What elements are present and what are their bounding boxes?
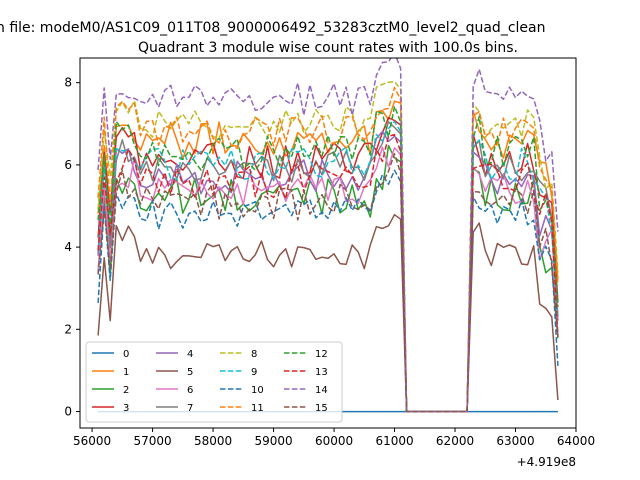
legend-label-13: 13 [315, 367, 328, 378]
x-tick-label: 62000 [436, 434, 474, 448]
x-tick-label: 63000 [496, 434, 534, 448]
legend-label-4: 4 [187, 349, 193, 360]
y-axis: 0 2 4 6 8 [64, 76, 80, 419]
series-line-15 [97, 153, 559, 413]
plot-frame [79, 57, 577, 429]
series-line-2 [97, 144, 559, 413]
y-tick-label: 8 [64, 76, 72, 90]
y-tick-label: 0 [64, 405, 72, 419]
y-tick-label: 4 [64, 240, 72, 254]
legend-label-2: 2 [123, 385, 129, 396]
series-line-5 [97, 213, 559, 413]
series-line-13 [97, 133, 559, 413]
x-axis: 56000 57000 58000 59000 60000 61000 62000 63000… [73, 428, 595, 448]
chart-title: Quadrant 3 module wise count rates with … [138, 40, 518, 56]
series-line-12 [97, 105, 559, 413]
plot-area [79, 57, 577, 429]
legend-label-6: 6 [187, 385, 193, 396]
legend-label-10: 10 [251, 385, 264, 396]
legend-label-1: 1 [123, 367, 129, 378]
x-tick-label: 61000 [375, 434, 413, 448]
legend-label-3: 3 [123, 403, 129, 414]
x-axis-offset-label: +4.919e8 [517, 455, 576, 469]
y-tick-label: 6 [64, 158, 72, 172]
x-tick-label: 64000 [557, 434, 595, 448]
series-line-11 [97, 86, 559, 413]
legend-label-7: 7 [187, 403, 193, 414]
x-tick-label: 58000 [194, 434, 232, 448]
series-line-8 [97, 80, 559, 413]
series-line-14 [97, 58, 559, 413]
x-tick-label: 60000 [315, 434, 353, 448]
x-tick-label: 57000 [133, 434, 171, 448]
legend-label-14: 14 [315, 385, 328, 396]
series-line-6 [97, 146, 559, 413]
x-tick-label: 59000 [254, 434, 292, 448]
legend-label-8: 8 [251, 349, 257, 360]
legend-label-15: 15 [315, 403, 328, 414]
legend-label-9: 9 [251, 367, 257, 378]
series-line-9 [97, 120, 559, 413]
legend-box [85, 341, 343, 423]
x-tick-label: 56000 [73, 434, 111, 448]
series-layer [97, 58, 559, 413]
series-line-7 [97, 121, 559, 413]
legend-label-12: 12 [315, 349, 328, 360]
legend-label-11: 11 [251, 403, 264, 414]
figure-suptitle: n file: modeM0/AS1C09_011T08_9000006492_… [0, 20, 545, 36]
y-tick-label: 2 [64, 322, 72, 336]
legend-label-0: 0 [123, 349, 129, 360]
legend-label-5: 5 [187, 367, 193, 378]
series-line-1 [97, 100, 559, 413]
